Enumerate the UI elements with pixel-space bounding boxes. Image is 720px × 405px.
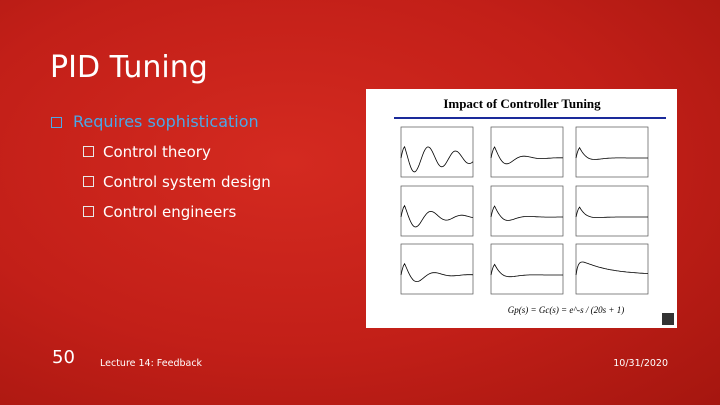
subplot-frame xyxy=(575,126,649,178)
response-curve xyxy=(490,263,563,278)
subplot-frame xyxy=(575,185,649,237)
slide-title: PID Tuning xyxy=(50,50,208,85)
formula: Gp(s) = Gc(s) = e^-s / (20s + 1) xyxy=(508,305,625,315)
response-curve xyxy=(400,204,474,228)
sub-bullet-box xyxy=(83,146,94,157)
plot-grid xyxy=(400,126,649,295)
figure: Impact of Controller Tuning Gp(s) = Gc(s… xyxy=(366,89,677,328)
slide-number: 50 xyxy=(52,347,75,368)
subplot-frame xyxy=(400,126,474,178)
subplot-frame xyxy=(575,243,649,295)
response-curve xyxy=(490,205,563,221)
response-curve xyxy=(575,146,648,160)
subplot-frame xyxy=(490,243,564,295)
sub-bullet-box xyxy=(83,176,94,187)
bullet: Requires sophistication xyxy=(73,112,259,131)
response-curve xyxy=(575,261,649,276)
response-curve xyxy=(575,206,648,218)
sub-bullet: Control theory xyxy=(103,143,211,161)
subplot-frame xyxy=(400,185,474,237)
figure-title: Impact of Controller Tuning xyxy=(443,96,601,111)
footer-text: Lecture 14: Feedback xyxy=(100,358,203,369)
response-curve xyxy=(400,145,474,173)
bullet-box xyxy=(51,117,62,128)
sub-bullet: Control engineers xyxy=(103,203,237,221)
logo xyxy=(662,313,674,325)
subplot-frame xyxy=(400,243,474,295)
subplot-frame xyxy=(490,185,564,237)
figure-background xyxy=(366,89,677,328)
footer-date: 10/31/2020 xyxy=(613,358,668,369)
sub-bullet-box xyxy=(83,206,94,217)
response-curve xyxy=(490,146,564,165)
response-curve xyxy=(400,262,474,283)
sub-bullet: Control system design xyxy=(103,173,271,191)
subplot-frame xyxy=(490,126,564,178)
